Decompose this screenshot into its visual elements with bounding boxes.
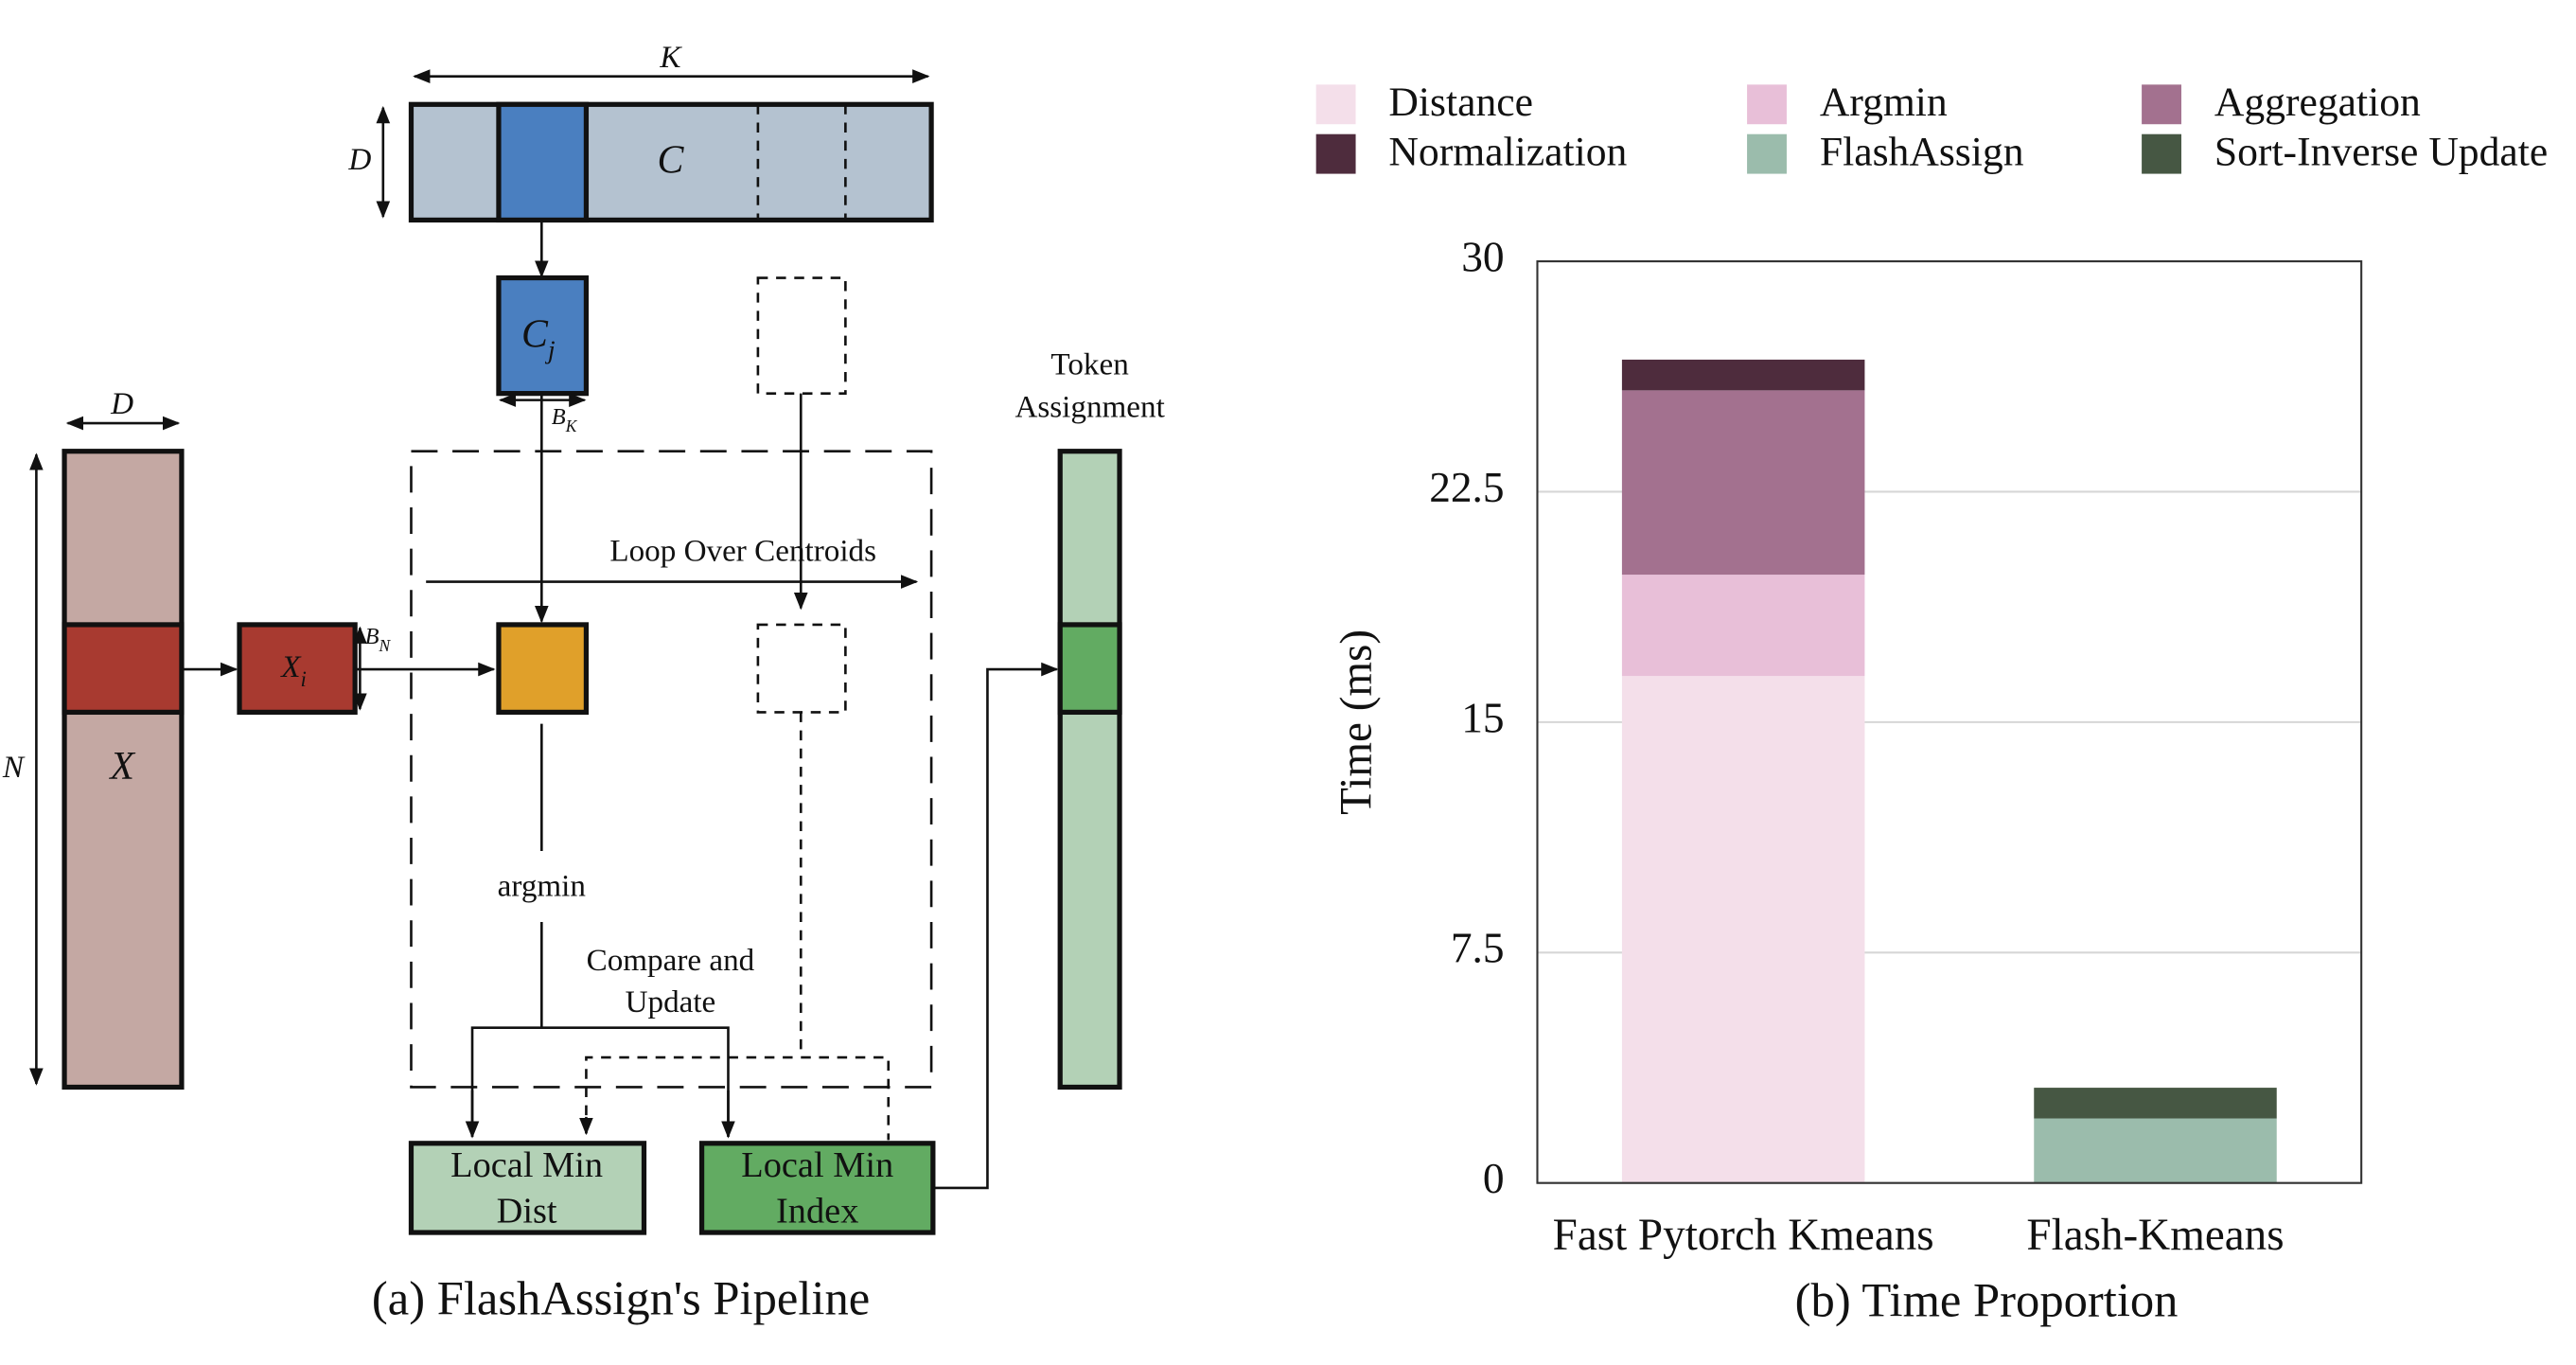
legend-swatch xyxy=(1747,133,1787,174)
bar-segment xyxy=(1621,575,1865,677)
bk-label: BK xyxy=(552,403,578,434)
label-base: C xyxy=(521,312,549,356)
label-base: B xyxy=(552,403,566,429)
x-tick-label: Flash-Kmeans xyxy=(2026,1211,2284,1260)
n-label: N xyxy=(2,750,26,785)
label-sub: K xyxy=(565,417,578,435)
legend-swatch xyxy=(1315,133,1356,174)
arrow xyxy=(932,662,1059,1190)
local-min-index xyxy=(698,1141,936,1235)
token-matrix xyxy=(62,449,185,1090)
caption: (b) Time Proportion xyxy=(1795,1273,2179,1326)
token-block-label: Xi xyxy=(279,649,307,691)
bar-segment xyxy=(1621,676,1865,1183)
y-tick-label: 15 xyxy=(1461,694,1504,741)
centroid-label: C xyxy=(657,139,684,183)
legend-swatch xyxy=(2142,84,2181,125)
bar-segment xyxy=(1621,359,1865,391)
label-sub: i xyxy=(301,667,307,691)
compare-label: Compare and xyxy=(587,943,755,978)
compare-label: Update xyxy=(626,984,716,1019)
d-label: D xyxy=(110,386,133,421)
legend-label: Distance xyxy=(1388,80,1533,125)
legend-label: Normalization xyxy=(1388,129,1627,174)
tile xyxy=(496,622,590,716)
update-lines xyxy=(470,1026,730,1137)
y-tick-label: 30 xyxy=(1461,233,1504,280)
label-base: X xyxy=(279,649,302,684)
legend-swatch xyxy=(1747,84,1787,125)
y-tick-label: 7.5 xyxy=(1451,925,1505,972)
next-block xyxy=(756,276,847,395)
plot-frame xyxy=(1536,260,2363,1184)
caption: (a) FlashAssign's Pipeline xyxy=(372,1272,870,1325)
local-min-dist-label: Dist xyxy=(497,1192,557,1232)
legend-swatch xyxy=(2142,133,2181,174)
pipeline-diagram: C K D Cj BK Loop Over Centroids X D N Xi… xyxy=(2,40,1166,1325)
legend-swatch xyxy=(1315,84,1356,125)
y-tick-label: 0 xyxy=(1483,1155,1505,1202)
y-axis-label: Time (ms) xyxy=(1332,629,1382,815)
bar-segment xyxy=(2034,1088,2277,1119)
local-min-index-label: Local Min xyxy=(741,1145,893,1185)
centroid-column xyxy=(496,101,590,223)
legend-label: FlashAssign xyxy=(1820,129,2024,174)
label-sub: j xyxy=(545,335,556,364)
y-tick-label: 22.5 xyxy=(1429,464,1504,511)
d-label: D xyxy=(347,142,371,177)
argmin-label: argmin xyxy=(498,869,587,904)
loop-box xyxy=(410,450,933,1089)
token-assignment-label: Assignment xyxy=(1015,390,1165,425)
k-label: K xyxy=(659,40,682,75)
next-tile xyxy=(756,623,847,714)
legend-label: Sort-Inverse Update xyxy=(2214,129,2548,174)
bn-label: BN xyxy=(365,623,392,654)
token-label: X xyxy=(108,745,135,789)
local-min-index-label: Index xyxy=(776,1192,858,1232)
dashed-update xyxy=(585,1055,891,1141)
bar-segment xyxy=(2034,1118,2277,1183)
token-block xyxy=(237,622,358,716)
loop-label: Loop Over Centroids xyxy=(609,534,876,569)
local-min-dist xyxy=(408,1141,647,1235)
legend-label: Argmin xyxy=(1820,80,1948,125)
x-tick-label: Fast Pytorch Kmeans xyxy=(1553,1211,1934,1260)
local-min-dist-label: Local Min xyxy=(450,1145,603,1185)
label-base: B xyxy=(365,623,379,648)
token-assignment xyxy=(1057,449,1122,1090)
legend-label: Aggregation xyxy=(2214,80,2421,125)
token-row xyxy=(62,622,185,716)
centroid-block-label: Cj xyxy=(521,312,556,364)
token-assignment-label: Token xyxy=(1050,346,1129,381)
label-sub: N xyxy=(379,636,392,655)
bar-segment xyxy=(1621,390,1865,576)
assigned-block xyxy=(1057,622,1122,716)
stacked-bar-chart: (b) Time Proportion Time (ms) 0 7.5 15 22.5… xyxy=(1315,80,2548,1326)
